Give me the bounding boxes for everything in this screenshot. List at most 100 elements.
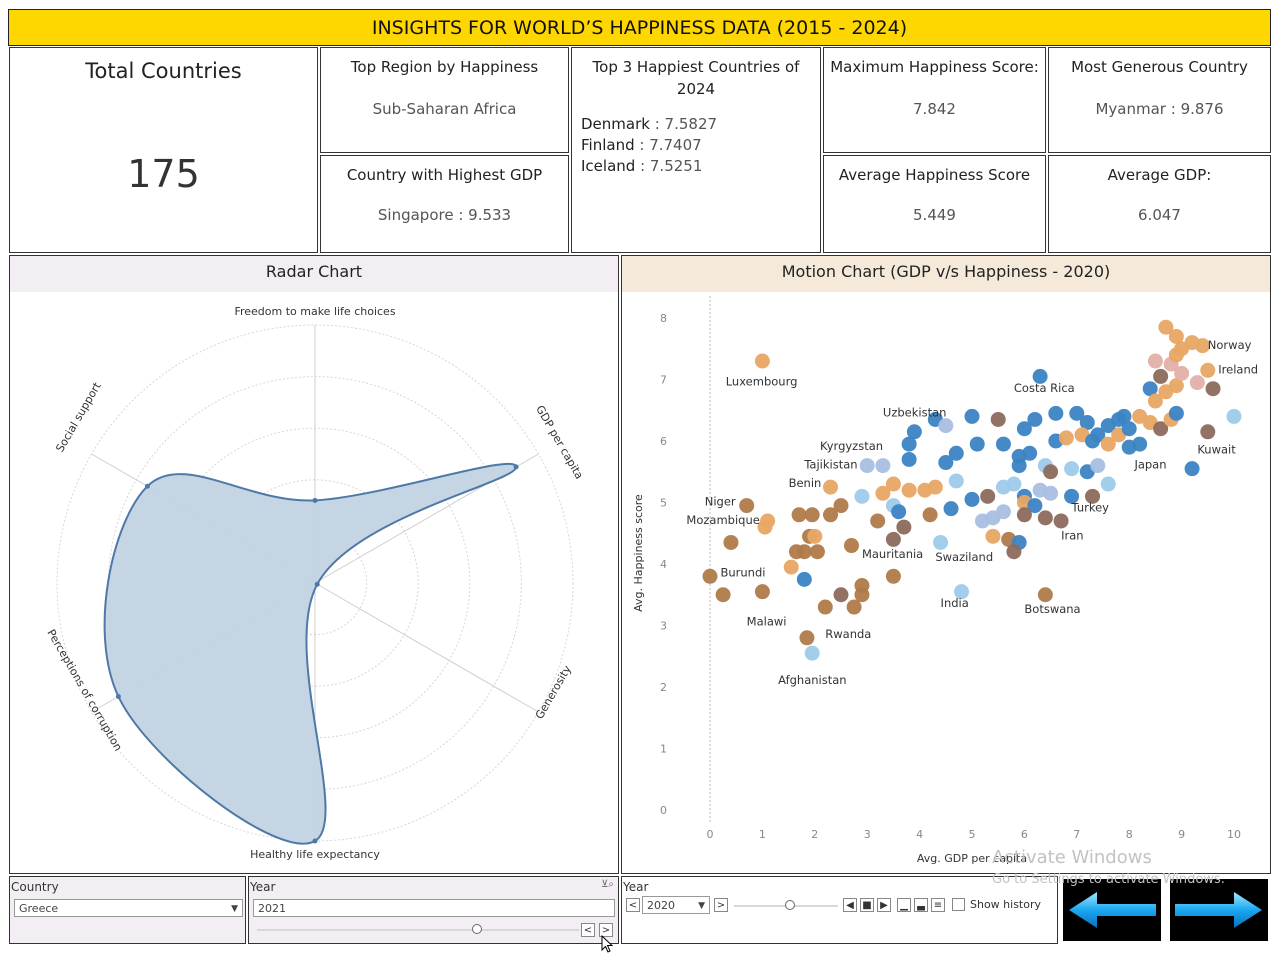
scatter-point <box>948 445 964 461</box>
scatter-point <box>804 507 820 523</box>
kpi-avg-happiness-label: Average Happiness Score <box>838 166 1031 184</box>
scatter-point <box>1037 510 1053 526</box>
x-tick-label: 7 <box>1073 828 1080 841</box>
motion-slider-handle[interactable] <box>785 900 795 910</box>
motion-chart: 0 1 2 3 4 5 6 7 8 0 1 2 3 4 5 6 7 8 9 10 Avg. GDP per capita… <box>632 296 1258 865</box>
scatter-point <box>807 528 823 544</box>
y-tick-label: 0 <box>660 804 667 817</box>
scatter-point <box>833 498 849 514</box>
scatter-point <box>891 504 907 520</box>
scatter-point <box>927 479 943 495</box>
radar-point <box>312 497 318 503</box>
scatter-point <box>799 630 815 646</box>
year-slider-handle[interactable] <box>472 924 482 934</box>
motion-year-prev-button[interactable]: < <box>626 898 640 912</box>
top3-list: Denmark : 7.5827 Finland : 7.7407 Icelan… <box>572 114 820 177</box>
left-arrow-icon <box>1069 892 1156 928</box>
kpi-total-countries: Total Countries 175 <box>9 47 318 253</box>
scatter-point <box>1079 415 1095 431</box>
radar-point <box>115 694 121 700</box>
play-forward-button[interactable]: ▶ <box>877 898 891 912</box>
x-tick-label: 8 <box>1126 828 1133 841</box>
scatter-point <box>1174 365 1190 381</box>
scatter-point <box>854 488 870 504</box>
year-input-value: 2021 <box>258 902 286 915</box>
scatter-point <box>1132 436 1148 452</box>
point-label: Botswana <box>1024 602 1080 616</box>
scatter-point <box>804 645 820 661</box>
radar-point <box>314 581 320 587</box>
point-label: Kyrgyzstan <box>820 439 883 453</box>
scatter-point <box>843 538 859 554</box>
x-tick-label: 2 <box>811 828 818 841</box>
y-tick-label: 5 <box>660 497 667 510</box>
scatter-point <box>754 584 770 600</box>
radar-chart: Freedom to make life choices GDP per capi… <box>44 305 586 861</box>
scatter-point <box>943 501 959 517</box>
country-dropdown[interactable]: Greece ▼ <box>14 899 243 917</box>
x-tick-label: 6 <box>1021 828 1028 841</box>
kpi-total-countries-value: 175 <box>127 152 200 196</box>
stop-button[interactable]: ■ <box>860 898 874 912</box>
motion-year-dropdown[interactable]: 2020 ▼ <box>642 896 710 914</box>
kpi-most-generous: Most Generous Country Myanmar : 9.876 <box>1048 47 1271 153</box>
kpi-avg-gdp-label: Average GDP: <box>1107 166 1212 184</box>
scatter-point <box>896 519 912 535</box>
point-label: Mauritania <box>862 547 923 561</box>
year-prev-button[interactable]: < <box>581 923 595 937</box>
scatter-point <box>1121 421 1137 437</box>
scatter-point <box>906 424 922 440</box>
year-slider-track[interactable] <box>257 929 579 931</box>
scatter-point <box>1053 513 1069 529</box>
scatter-point <box>823 507 839 523</box>
radar-axis-label: Generosity <box>533 663 574 722</box>
radar-axis-label: GDP per capita <box>533 403 586 481</box>
speed-slow-button[interactable]: ▁ <box>897 898 911 912</box>
nav-forward-button[interactable] <box>1170 879 1268 941</box>
kpi-max-happiness-label: Maximum Happiness Score: <box>830 58 1039 76</box>
point-label: Costa Rica <box>1014 381 1075 395</box>
scatter-point <box>854 587 870 603</box>
scatter-point <box>980 488 996 504</box>
motion-year-next-button[interactable]: > <box>714 898 728 912</box>
scatter-point <box>933 534 949 550</box>
scatter-point <box>817 599 833 615</box>
clear-filter-icon[interactable]: ⊻⌕ <box>601 879 614 890</box>
motion-title: Motion Chart (GDP v/s Happiness - 2020) <box>622 256 1270 292</box>
x-tick-label: 1 <box>759 828 766 841</box>
scatter-point <box>1043 464 1059 480</box>
scatter-point <box>1168 347 1184 363</box>
top3-item-1: Denmark : 7.5827 <box>581 115 718 133</box>
kpi-avg-gdp-value: 6.047 <box>1138 206 1181 224</box>
scatter-point <box>1064 488 1080 504</box>
scatter-point <box>885 531 901 547</box>
year-input[interactable]: 2021 <box>253 899 615 917</box>
nav-back-button[interactable] <box>1063 879 1161 941</box>
kpi-most-generous-value: Myanmar : 9.876 <box>1095 100 1224 118</box>
right-arrow-icon <box>1175 892 1262 928</box>
scatter-point <box>1022 445 1038 461</box>
motion-year-filter: Year < 2020 ▼ > ◀ ■ ▶ ▁ ▃ ≡ Show history <box>621 876 1058 944</box>
y-tick-label: 1 <box>660 743 667 756</box>
scatter-point <box>901 482 917 498</box>
scatter-point <box>1147 393 1163 409</box>
scatter-point <box>715 587 731 603</box>
scatter-point <box>938 418 954 434</box>
show-history-checkbox[interactable] <box>952 898 965 911</box>
speed-medium-button[interactable]: ▃ <box>914 898 928 912</box>
scatter-point <box>1048 405 1064 421</box>
point-label: Luxembourg <box>726 375 798 389</box>
radar-point <box>513 464 519 470</box>
point-label: Benin <box>789 476 822 490</box>
speed-fast-button[interactable]: ≡ <box>931 898 945 912</box>
y-tick-label: 3 <box>660 620 667 633</box>
scatter-point <box>1006 476 1022 492</box>
scatter-point <box>791 507 807 523</box>
play-back-button[interactable]: ◀ <box>843 898 857 912</box>
radar-area <box>103 462 518 845</box>
year-next-button[interactable]: > <box>599 923 613 937</box>
scatter-point <box>783 559 799 575</box>
scatter-point <box>1016 421 1032 437</box>
x-tick-label: 4 <box>916 828 923 841</box>
scatter-point <box>948 473 964 489</box>
